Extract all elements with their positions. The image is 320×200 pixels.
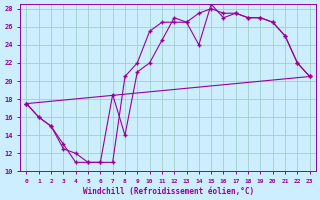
X-axis label: Windchill (Refroidissement éolien,°C): Windchill (Refroidissement éolien,°C) — [83, 187, 254, 196]
